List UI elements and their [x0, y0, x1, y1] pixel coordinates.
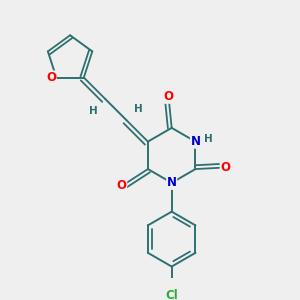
Text: N: N: [190, 135, 200, 148]
Text: H: H: [134, 103, 142, 114]
Text: O: O: [164, 90, 174, 103]
Text: O: O: [117, 179, 127, 192]
Text: H: H: [204, 134, 213, 144]
Text: O: O: [46, 71, 56, 84]
Text: H: H: [89, 106, 98, 116]
Text: Cl: Cl: [165, 289, 178, 300]
Text: O: O: [220, 161, 230, 174]
Text: N: N: [167, 176, 177, 189]
